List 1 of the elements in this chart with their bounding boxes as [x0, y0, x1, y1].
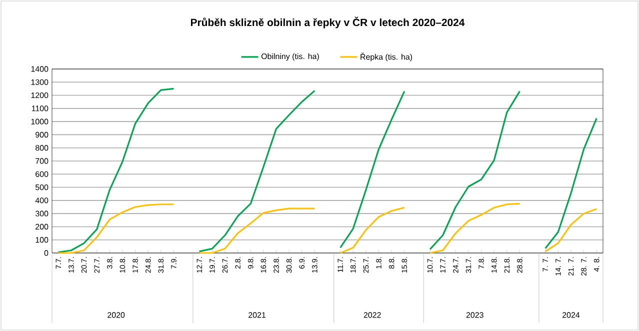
chart-title: Průběh sklizně obilnin a řepky v ČR v letech 2020–2024: [190, 16, 465, 28]
